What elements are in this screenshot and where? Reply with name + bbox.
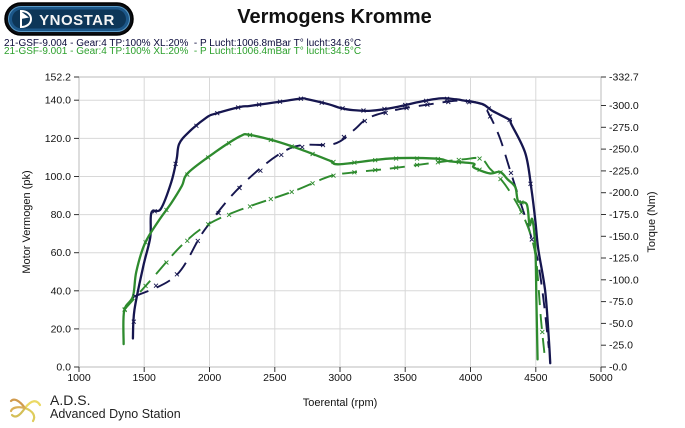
svg-text:-50.0: -50.0	[609, 318, 633, 330]
svg-text:-175.0: -175.0	[609, 209, 639, 221]
svg-text:80.0: 80.0	[51, 209, 72, 221]
svg-text:-125.0: -125.0	[609, 253, 639, 265]
svg-text:40.0: 40.0	[51, 285, 72, 297]
svg-text:-332.7: -332.7	[609, 72, 639, 84]
svg-text:-25.0: -25.0	[609, 340, 633, 352]
svg-text:-150.0: -150.0	[609, 231, 639, 243]
svg-text:-225.0: -225.0	[609, 165, 639, 177]
svg-text:4000: 4000	[459, 372, 483, 384]
svg-text:-200.0: -200.0	[609, 187, 639, 199]
svg-text:-300.0: -300.0	[609, 100, 639, 112]
svg-text:-75.0: -75.0	[609, 296, 633, 308]
svg-text:140.0: 140.0	[45, 95, 71, 107]
svg-text:2000: 2000	[198, 372, 222, 384]
svg-text:4500: 4500	[524, 372, 548, 384]
svg-text:1500: 1500	[133, 372, 157, 384]
svg-text:152.2: 152.2	[45, 72, 71, 84]
svg-text:-100.0: -100.0	[609, 274, 639, 286]
svg-text:5000: 5000	[589, 372, 613, 384]
svg-text:3500: 3500	[394, 372, 418, 384]
svg-text:Torque (Nm): Torque (Nm)	[646, 191, 658, 252]
svg-text:120.0: 120.0	[45, 133, 71, 145]
svg-text:2500: 2500	[263, 372, 287, 384]
svg-text:1000: 1000	[67, 372, 91, 384]
svg-text:Motor Vermogen (pk): Motor Vermogen (pk)	[21, 170, 33, 273]
svg-text:-275.0: -275.0	[609, 122, 639, 134]
svg-text:-250.0: -250.0	[609, 144, 639, 156]
svg-text:100.0: 100.0	[45, 171, 71, 183]
svg-text:Toerental (rpm): Toerental (rpm)	[303, 397, 378, 409]
svg-text:20.0: 20.0	[51, 323, 72, 335]
svg-text:60.0: 60.0	[51, 247, 72, 259]
svg-text:3000: 3000	[328, 372, 352, 384]
